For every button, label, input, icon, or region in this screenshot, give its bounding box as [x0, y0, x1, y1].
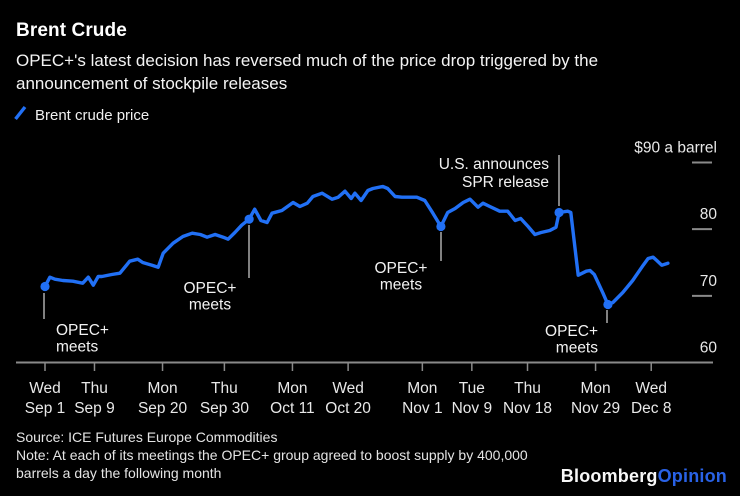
x-tick-date: Nov 9: [452, 400, 493, 417]
legend-line-icon: [13, 105, 28, 126]
x-tick-dayname: Mon: [407, 380, 437, 397]
event-marker-dot: [40, 281, 50, 292]
y-tick-label: 70: [700, 273, 718, 290]
y-tick-label: 80: [700, 206, 718, 223]
annotation-label: U.S. announces: [439, 156, 550, 173]
chart-header: Brent Crude OPEC+'s latest decision has …: [16, 20, 678, 95]
annotation-label: OPEC+: [545, 323, 598, 340]
annotation-label: SPR release: [462, 174, 549, 191]
price-chart: Wed Sep 1 Thu Sep 9 Mon Sep 20 Thu Sep 30 Mon Oct…: [16, 139, 718, 417]
annotation-label: OPEC+: [375, 260, 428, 277]
x-tick-date: Sep 20: [138, 400, 188, 417]
event-marker-dot: [244, 214, 254, 224]
y-tick-label: $90 a barrel: [634, 139, 717, 156]
x-tick-date: Sep 9: [74, 400, 115, 417]
annotation-label: meets: [56, 339, 98, 356]
x-tick-date: Oct 20: [325, 400, 371, 417]
chart-subtitle: OPEC+'s latest decision has reversed muc…: [16, 51, 599, 93]
event-marker-dot: [554, 207, 564, 218]
chart-footer: Source: ICE Futures Europe Commodities N…: [16, 428, 544, 482]
x-tick-date: Sep 30: [200, 400, 250, 417]
x-tick-dayname: Mon: [580, 380, 610, 397]
x-tick-dayname: Thu: [211, 380, 238, 397]
x-tick-date: Nov 29: [571, 400, 620, 417]
annotation-label: meets: [556, 340, 598, 357]
x-tick-dayname: Wed: [29, 380, 61, 397]
brent-price-line: [43, 184, 670, 307]
x-tick-date: Nov 18: [503, 400, 552, 417]
event-marker-dot: [603, 299, 613, 310]
legend: Brent crude price: [13, 105, 149, 126]
x-tick-date: Oct 11: [270, 400, 315, 417]
x-tick-dayname: Mon: [277, 380, 307, 397]
source-text: Source: ICE Futures Europe Commodities: [16, 429, 278, 445]
event-marker-dot: [436, 221, 446, 232]
y-tick-label: 60: [700, 340, 718, 357]
x-tick-date: Dec 8: [631, 400, 672, 417]
chart-title: Brent Crude: [16, 20, 127, 41]
x-tick-date: Nov 1: [402, 400, 443, 417]
annotation-label: OPEC+: [56, 322, 109, 339]
annotation-label: meets: [189, 297, 231, 314]
annotation-label: meets: [380, 277, 422, 294]
bloomberg-opinion-logo: BloombergOpinion: [561, 466, 727, 487]
note-text: Note: At each of its meetings the OPEC+ …: [16, 447, 528, 481]
x-tick-dayname: Thu: [81, 380, 108, 397]
x-tick-dayname: Wed: [332, 380, 364, 397]
x-tick-dayname: Tue: [459, 380, 485, 397]
x-tick-date: Sep 1: [25, 400, 66, 417]
logo-bloomberg: Bloomberg: [560, 466, 658, 486]
logo-opinion: Opinion: [657, 466, 727, 486]
x-tick-dayname: Wed: [635, 380, 667, 397]
legend-label: Brent crude price: [35, 107, 150, 124]
annotation-label: OPEC+: [184, 280, 237, 297]
x-tick-dayname: Mon: [147, 380, 177, 397]
x-tick-dayname: Thu: [514, 380, 541, 397]
